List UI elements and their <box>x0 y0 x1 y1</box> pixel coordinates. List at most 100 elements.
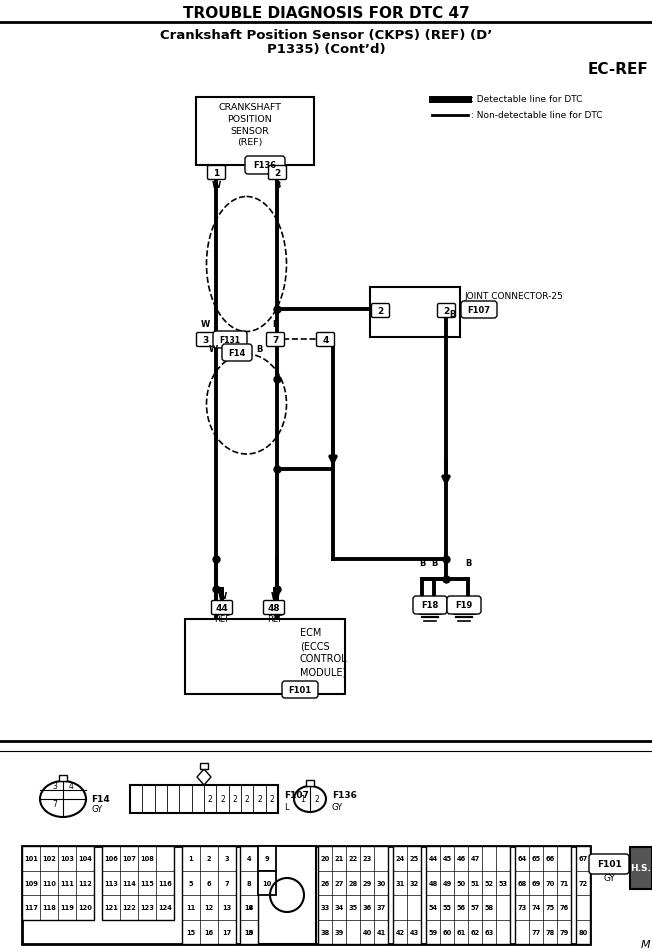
Text: M: M <box>640 939 650 949</box>
Text: 43: 43 <box>409 929 419 935</box>
Bar <box>22 846 94 920</box>
Text: 74: 74 <box>531 904 541 910</box>
Text: 44: 44 <box>216 604 228 612</box>
FancyBboxPatch shape <box>263 601 284 615</box>
Text: GY: GY <box>332 803 343 812</box>
Text: F107: F107 <box>467 306 490 315</box>
Bar <box>318 846 388 944</box>
Text: H.S.: H.S. <box>630 863 651 873</box>
FancyBboxPatch shape <box>372 305 389 318</box>
Text: 6: 6 <box>207 880 211 885</box>
FancyBboxPatch shape <box>316 333 334 347</box>
Text: 60: 60 <box>442 929 452 935</box>
FancyBboxPatch shape <box>245 157 285 175</box>
Text: 119: 119 <box>60 904 74 910</box>
Text: B: B <box>449 309 455 319</box>
Text: 21: 21 <box>334 855 344 862</box>
Text: 2: 2 <box>443 307 450 316</box>
FancyBboxPatch shape <box>282 682 318 698</box>
Text: 111: 111 <box>60 880 74 885</box>
Text: 2: 2 <box>207 855 211 862</box>
Text: 76: 76 <box>559 904 569 910</box>
Text: B: B <box>274 181 280 189</box>
Text: 71: 71 <box>559 880 569 885</box>
Text: 26: 26 <box>320 880 330 885</box>
Text: 42: 42 <box>395 929 405 935</box>
Text: 103: 103 <box>60 855 74 862</box>
FancyBboxPatch shape <box>213 331 247 348</box>
Text: 10: 10 <box>262 880 272 885</box>
Text: 48: 48 <box>428 880 437 885</box>
Text: 29: 29 <box>363 880 372 885</box>
Text: 122: 122 <box>122 904 136 910</box>
Text: 2: 2 <box>208 795 213 803</box>
FancyBboxPatch shape <box>196 333 215 347</box>
Text: F101: F101 <box>288 685 312 694</box>
Text: 73: 73 <box>518 904 527 910</box>
Text: 2: 2 <box>274 169 280 178</box>
Text: JOINT CONNECTOR-25: JOINT CONNECTOR-25 <box>464 291 563 301</box>
Text: 38: 38 <box>320 929 330 935</box>
Text: 64: 64 <box>518 855 527 862</box>
Text: 79: 79 <box>559 929 569 935</box>
Text: 101: 101 <box>24 855 38 862</box>
Text: 5: 5 <box>188 880 193 885</box>
Text: 69: 69 <box>531 880 541 885</box>
Text: 14: 14 <box>244 904 254 910</box>
Text: 7: 7 <box>53 800 57 808</box>
Text: 9: 9 <box>265 855 269 862</box>
Text: 1: 1 <box>213 169 220 178</box>
Text: 15: 15 <box>186 929 196 935</box>
Bar <box>130 785 278 813</box>
Text: 117: 117 <box>24 904 38 910</box>
Text: 108: 108 <box>140 855 154 862</box>
Text: 2: 2 <box>257 795 262 803</box>
FancyBboxPatch shape <box>461 302 497 319</box>
Text: REF: REF <box>214 614 230 624</box>
Text: 4: 4 <box>322 336 329 345</box>
Text: 59: 59 <box>428 929 437 935</box>
Text: 2: 2 <box>269 795 274 803</box>
Text: 2: 2 <box>315 795 319 803</box>
Text: 115: 115 <box>140 880 154 885</box>
Text: 102: 102 <box>42 855 56 862</box>
Text: 68: 68 <box>518 880 527 885</box>
Bar <box>393 846 421 944</box>
Text: 45: 45 <box>443 855 452 862</box>
Text: 4: 4 <box>68 782 74 791</box>
Text: 1: 1 <box>188 855 193 862</box>
Text: REF: REF <box>267 614 283 624</box>
Text: 65: 65 <box>531 855 541 862</box>
Text: 2: 2 <box>244 795 250 803</box>
Text: W: W <box>211 181 220 189</box>
Bar <box>200 764 208 769</box>
Text: F101: F101 <box>597 860 621 868</box>
Text: W: W <box>271 591 280 601</box>
Text: 23: 23 <box>363 855 372 862</box>
Text: 35: 35 <box>348 904 357 910</box>
Text: 66: 66 <box>545 855 555 862</box>
Text: 30: 30 <box>376 880 385 885</box>
Text: 3: 3 <box>53 782 57 791</box>
Text: 18: 18 <box>244 904 254 910</box>
Text: 27: 27 <box>334 880 344 885</box>
Text: 118: 118 <box>42 904 56 910</box>
Text: 78: 78 <box>545 929 555 935</box>
Text: F19: F19 <box>455 601 473 610</box>
Text: GY: GY <box>91 804 102 814</box>
Text: 114: 114 <box>122 880 136 885</box>
Text: F14: F14 <box>91 795 110 803</box>
Text: 110: 110 <box>42 880 56 885</box>
Text: 3: 3 <box>202 336 209 345</box>
Text: F136: F136 <box>254 161 276 170</box>
Text: 46: 46 <box>456 855 466 862</box>
Text: Crankshaft Position Sensor (CKPS) (REF) (D’: Crankshaft Position Sensor (CKPS) (REF) … <box>160 30 492 43</box>
Text: 31: 31 <box>395 880 405 885</box>
FancyBboxPatch shape <box>447 596 481 614</box>
Text: 22: 22 <box>348 855 358 862</box>
Text: 17: 17 <box>222 929 231 935</box>
Bar <box>182 846 236 944</box>
FancyBboxPatch shape <box>413 596 447 614</box>
Text: 75: 75 <box>546 904 555 910</box>
Text: B: B <box>272 320 278 328</box>
